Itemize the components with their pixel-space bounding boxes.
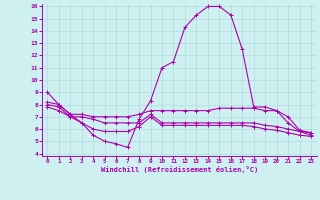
X-axis label: Windchill (Refroidissement éolien,°C): Windchill (Refroidissement éolien,°C) [100, 166, 258, 173]
